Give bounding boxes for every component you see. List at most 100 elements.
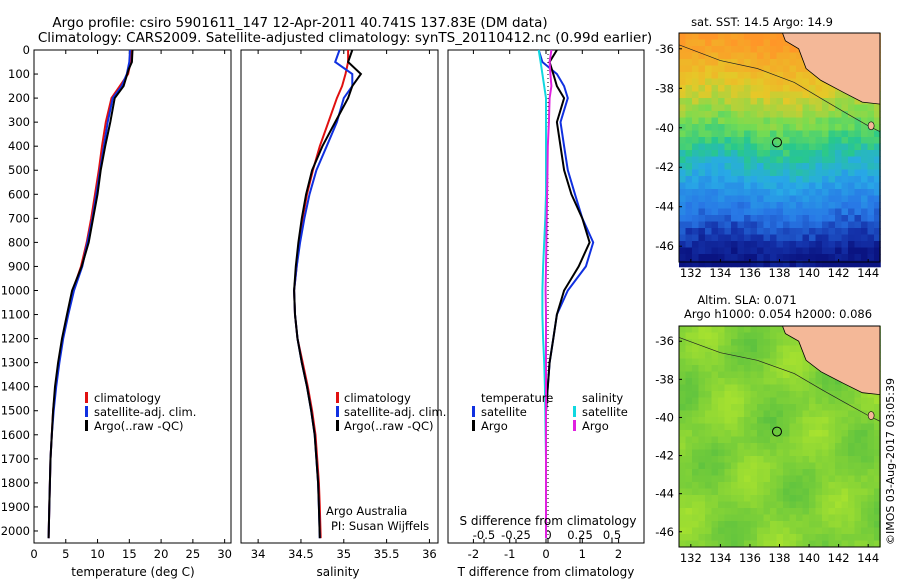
map-cell (757, 391, 764, 398)
map-cell (685, 234, 693, 242)
map-cell (705, 352, 712, 359)
map-cell (770, 221, 777, 229)
x-tick-label: 1 (579, 547, 586, 561)
series-line (47, 49, 133, 539)
map-cell (763, 358, 771, 366)
map-cell (744, 247, 751, 255)
map-cell (692, 371, 699, 379)
map-cell (770, 182, 777, 190)
map-cell (685, 46, 693, 53)
map-cell (744, 430, 751, 437)
map-cell (841, 430, 849, 437)
map-cell (861, 163, 868, 170)
map-cell (685, 417, 693, 424)
map-cell (731, 39, 738, 47)
legend-swatch-climatology (336, 392, 339, 403)
map-cell (718, 111, 725, 118)
map-cell (724, 254, 732, 261)
map-cell (776, 195, 784, 203)
map-cell (783, 332, 790, 340)
map-cell (770, 78, 777, 86)
map-cell (737, 85, 745, 92)
map-cell (789, 417, 797, 424)
map-cell (757, 39, 764, 47)
map-cell (744, 182, 751, 190)
map-cell (776, 254, 784, 261)
map-cell (744, 156, 751, 164)
map-cell (770, 508, 777, 515)
map-cell (815, 391, 823, 398)
map-cell (796, 436, 803, 444)
map-cell (822, 404, 829, 411)
map-cell (776, 65, 784, 73)
map-cell (685, 391, 693, 398)
map-cell (828, 111, 836, 118)
map-cell (841, 488, 849, 496)
map-cell (698, 345, 706, 353)
map-cell (692, 195, 699, 203)
map-cell (828, 254, 836, 261)
y-tick-label: -40 (655, 121, 674, 135)
map-cell (815, 78, 823, 86)
map-cell (841, 527, 849, 535)
map-cell (718, 345, 725, 353)
map-cell (731, 241, 738, 248)
map-cell (744, 130, 751, 138)
map-cell (711, 176, 719, 183)
map-cell (802, 91, 810, 99)
map-cell (802, 404, 810, 411)
map-cell (861, 423, 868, 431)
map-cell (757, 169, 764, 177)
map-cell (867, 247, 875, 255)
map-cell (679, 384, 686, 392)
series-line (47, 49, 134, 539)
map-cell (867, 143, 875, 151)
map-cell (679, 488, 686, 496)
map-cell (692, 33, 699, 40)
y-tick-label: 100 (8, 67, 30, 81)
map-cell (802, 124, 810, 131)
map-cell (854, 247, 862, 255)
map-cell (731, 52, 738, 60)
map-cell (763, 65, 771, 73)
map-cell (802, 508, 810, 515)
map-cell (731, 117, 738, 125)
x-tick-label: 25 (186, 547, 201, 561)
map-cell (731, 215, 738, 222)
map-cell (724, 540, 732, 548)
map-cell (705, 488, 712, 496)
map-cell (783, 46, 790, 53)
y-tick-label: 1200 (1, 332, 30, 346)
map-cell (796, 195, 803, 203)
map-cell (737, 182, 745, 190)
map-cell (828, 430, 836, 437)
map-cell (815, 150, 823, 157)
map-cell (796, 85, 803, 92)
map-cell (789, 169, 797, 177)
map-cell (789, 410, 797, 418)
map-cell (802, 449, 810, 457)
map-cell (685, 130, 693, 138)
map-cell (757, 156, 764, 164)
map-cell (724, 260, 732, 268)
map-cell (731, 482, 738, 489)
map-cell (789, 234, 797, 242)
map-cell (750, 514, 758, 522)
map-cell (750, 208, 758, 216)
map-cell (750, 391, 758, 398)
map-cell (757, 195, 764, 203)
map-cell (718, 443, 725, 450)
map-cell (861, 241, 868, 248)
map-cell (698, 514, 706, 522)
map-cell (718, 137, 725, 144)
map-cell (770, 247, 777, 255)
map-cell (692, 449, 699, 457)
map-cell (809, 202, 816, 209)
map-cell (867, 462, 875, 470)
map-cell (854, 514, 862, 522)
map-cell (685, 169, 693, 177)
map-cell (757, 378, 764, 385)
map-cell (698, 449, 706, 457)
map-cell (867, 501, 875, 509)
map-cell (685, 326, 693, 333)
